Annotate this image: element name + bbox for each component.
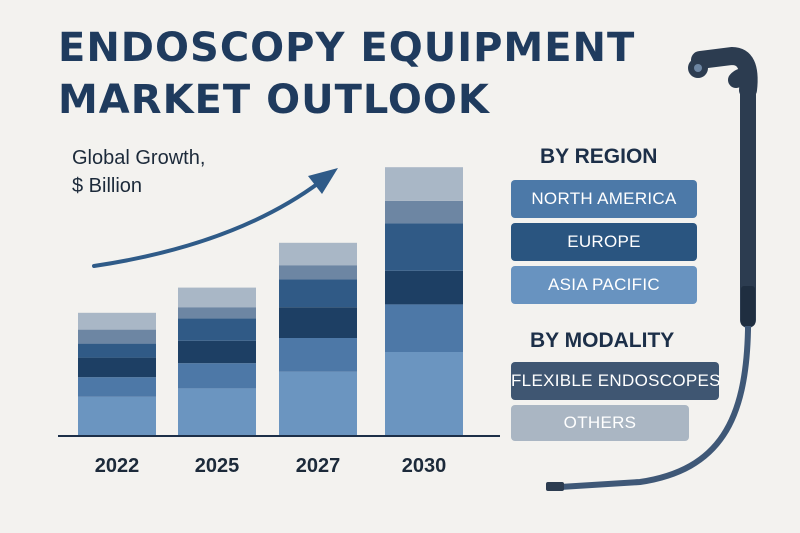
bar-2025-segment-3 [178, 340, 256, 364]
bar-2022-segment-3 [78, 357, 156, 378]
bar-2027-segment-4 [279, 279, 357, 308]
subtitle-line-2: $ Billion [72, 175, 143, 197]
title-line-2: MARKET OUTLOOK [58, 77, 490, 123]
bar-2025-segment-6 [178, 287, 256, 308]
x-tick-label-2025: 2025 [195, 455, 240, 477]
bar-2027-segment-3 [279, 307, 357, 338]
modality-flexible-endoscopes[interactable]: FLEXIBLE ENDOSCOPES [511, 362, 720, 400]
region-europe[interactable]: EUROPE [511, 223, 697, 261]
bar-2025-segment-5 [178, 307, 256, 319]
subtitle-line-1: Global Growth, [72, 147, 206, 169]
by-modality-heading: BY MODALITY [530, 329, 675, 352]
page-title: ENDOSCOPY EQUIPMENT MARKET OUTLOOK [58, 22, 698, 126]
x-tick-label-2022: 2022 [95, 455, 140, 477]
endoscope-icon [546, 46, 758, 491]
trend-arrowhead-icon [308, 168, 338, 194]
region-asia-pacific[interactable]: ASIA PACIFIC [511, 266, 697, 304]
modality-others[interactable]: OTHERS [511, 405, 689, 441]
bar-group [78, 167, 463, 436]
bar-2030-segment-4 [385, 223, 463, 271]
x-tick-labels: 2022 2025 2027 2030 [95, 455, 447, 477]
bar-2030-segment-1 [385, 352, 463, 436]
bar-2030-segment-6 [385, 167, 463, 201]
bar-2030-segment-2 [385, 304, 463, 352]
x-tick-label-2030: 2030 [402, 455, 447, 477]
bar-2025-segment-2 [178, 363, 256, 389]
title-line-1: ENDOSCOPY EQUIPMENT [58, 25, 636, 71]
bar-2027-segment-1 [279, 371, 357, 436]
x-tick-label-2027: 2027 [296, 455, 341, 477]
bar-2025-segment-1 [178, 388, 256, 436]
region-north-america[interactable]: NORTH AMERICA [511, 180, 697, 218]
bar-2030-segment-3 [385, 270, 463, 305]
bar-2030-segment-5 [385, 200, 463, 224]
bar-2027-segment-2 [279, 338, 357, 372]
bar-2022-segment-5 [78, 329, 156, 344]
bar-2022-segment-2 [78, 377, 156, 397]
bar-2025-segment-4 [178, 318, 256, 341]
trend-arrow-icon [92, 180, 322, 268]
bar-2022-segment-6 [78, 312, 156, 330]
bar-2027-segment-5 [279, 265, 357, 280]
bar-2022-segment-1 [78, 396, 156, 436]
chart-subtitle: Global Growth, $ Billion [72, 144, 272, 200]
bar-2027-segment-6 [279, 242, 357, 266]
by-region-heading: BY REGION [540, 145, 658, 168]
bar-2022-segment-4 [78, 343, 156, 358]
